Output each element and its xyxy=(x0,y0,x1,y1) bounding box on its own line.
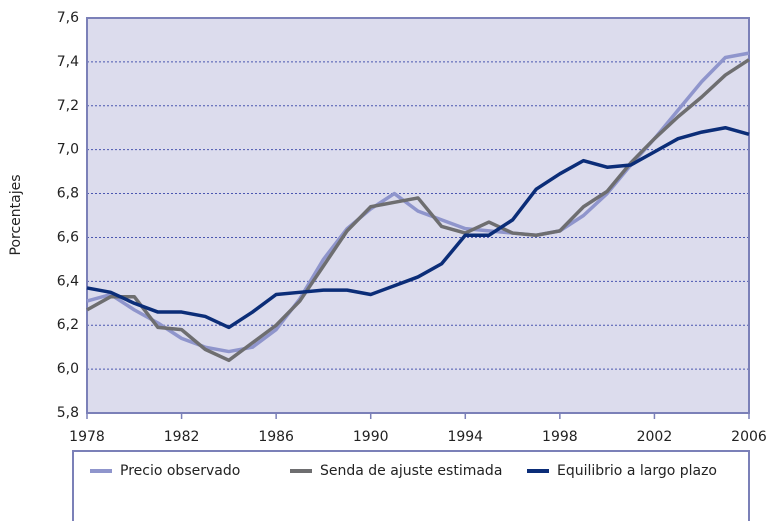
x-tick-label: 1998 xyxy=(542,429,578,445)
line-series xyxy=(86,125,750,330)
legend-box xyxy=(72,450,750,521)
y-tick-label: 7,0 xyxy=(57,142,79,158)
x-tick-label: 2002 xyxy=(637,429,673,445)
y-tick-label: 6,4 xyxy=(57,273,79,289)
x-tick-label: 1994 xyxy=(447,429,483,445)
y-axis-label: Porcentajes xyxy=(8,174,24,255)
line-series xyxy=(86,58,750,363)
x-tick-label: 1990 xyxy=(353,429,389,445)
y-tick-label: 7,6 xyxy=(57,10,79,26)
y-tick-label: 7,4 xyxy=(57,54,79,70)
legend-label: Equilibrio a largo plazo xyxy=(557,463,717,479)
y-tick-label: 7,2 xyxy=(57,98,79,114)
y-tick-label: 5,8 xyxy=(57,405,79,421)
y-tick-label: 6,8 xyxy=(57,186,79,202)
legend-label: Senda de ajuste estimada xyxy=(320,463,502,479)
x-tick-label: 1982 xyxy=(164,429,200,445)
y-tick-label: 6,0 xyxy=(57,361,79,377)
plot-border xyxy=(86,17,750,414)
legend-label: Precio observado xyxy=(120,463,240,479)
x-tick-label: 1986 xyxy=(258,429,294,445)
y-tick-label: 6,2 xyxy=(57,317,79,333)
y-tick-label: 6,6 xyxy=(57,229,79,245)
plot-area xyxy=(87,18,749,413)
x-tick-label: 2006 xyxy=(731,429,767,445)
x-tick-label: 1978 xyxy=(69,429,105,445)
